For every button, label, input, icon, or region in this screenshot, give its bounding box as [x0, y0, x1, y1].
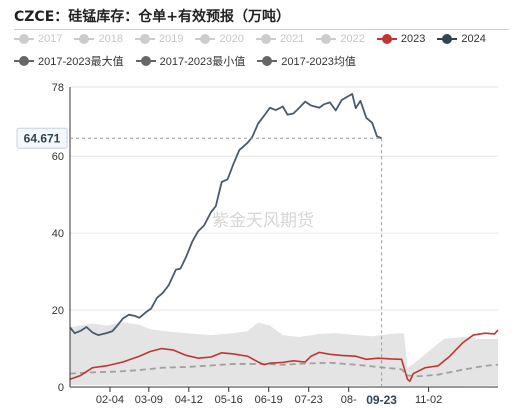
y-tick-label: 40	[52, 228, 64, 240]
legend-label: 2022	[340, 33, 365, 45]
x-tick-label: 08-	[341, 394, 357, 406]
legend-marker-icon	[135, 56, 156, 66]
legend-label: 2019	[158, 33, 184, 45]
legend-item-2021[interactable]: 2021	[255, 33, 305, 45]
legend-marker-icon	[437, 34, 458, 44]
legend-marker-icon	[134, 34, 155, 44]
tooltip-x-value: 09-23	[366, 393, 397, 407]
legend-marker-icon	[376, 34, 397, 44]
legend-item-2018[interactable]: 2018	[74, 33, 123, 45]
legend-marker-icon	[74, 34, 95, 44]
legend-marker-icon	[195, 34, 216, 44]
legend-marker-icon	[257, 56, 278, 66]
series-line-2023	[69, 329, 499, 383]
legend-item-2023[interactable]: 2023	[376, 33, 426, 45]
legend-item-2019[interactable]: 2019	[134, 33, 184, 45]
legend-label: 2017-2023最大值	[38, 56, 124, 68]
x-tick-label: 07-23	[295, 394, 323, 406]
legend-item-2017-2023均值[interactable]: 2017-2023均值	[257, 53, 356, 69]
x-tick-label: 03-09	[135, 394, 163, 406]
legend-label: 2017-2023均值	[281, 56, 356, 68]
legend-label: 2020	[219, 33, 244, 45]
y-tick-label: 0	[58, 382, 64, 394]
legend-row-stats: 2017-2023最大值 2017-2023最小值 2017-2023均值	[14, 53, 368, 69]
legend-label: 2018	[98, 33, 123, 45]
legend-marker-icon	[316, 34, 337, 44]
legend-marker-icon	[255, 34, 276, 44]
series-line-2024	[69, 93, 382, 336]
tooltip-y-box	[16, 127, 68, 149]
legend-label: 2017-2023最小值	[159, 56, 246, 68]
legend-item-2017[interactable]: 2017	[14, 33, 62, 45]
legend-marker-icon	[14, 56, 34, 66]
title-divider	[14, 29, 509, 30]
y-tick-label: 60	[52, 151, 64, 163]
chart-title: CZCE：硅锰库存：仓单+有效预报（万吨）	[14, 9, 290, 25]
legend-label: 2017	[38, 33, 63, 45]
x-tick-label: 02-04	[96, 394, 124, 406]
legend-label: 2024	[461, 33, 486, 45]
series-line-mean	[69, 361, 499, 378]
watermark: 紫金天风期货	[212, 211, 314, 231]
legend-item-2022[interactable]: 2022	[316, 33, 365, 45]
tooltip-y-value: 64.671	[24, 131, 61, 145]
range-band-max-min	[70, 322, 498, 386]
x-tick-label: 05-16	[215, 394, 243, 406]
legend-label: 2021	[279, 33, 305, 45]
legend-item-2024[interactable]: 2024	[437, 33, 486, 45]
legend-item-2017-2023最大值[interactable]: 2017-2023最大值	[14, 53, 124, 69]
x-tick-label: 06-19	[255, 394, 283, 406]
y-tick-label: 78	[52, 82, 64, 94]
legend-marker-icon	[14, 34, 34, 44]
legend-label: 2023	[400, 33, 426, 45]
x-tick-label: 11-02	[415, 394, 442, 406]
y-tick-label: 20	[52, 305, 64, 317]
legend-item-2017-2023最小值[interactable]: 2017-2023最小值	[135, 53, 246, 69]
legend-row-years: 2017 2018 2019 2020 2021 2022 2023 2024	[14, 33, 498, 45]
legend-item-2020[interactable]: 2020	[195, 33, 244, 45]
tooltip-x-box	[361, 390, 402, 408]
x-tick-label: 04-12	[175, 394, 203, 406]
